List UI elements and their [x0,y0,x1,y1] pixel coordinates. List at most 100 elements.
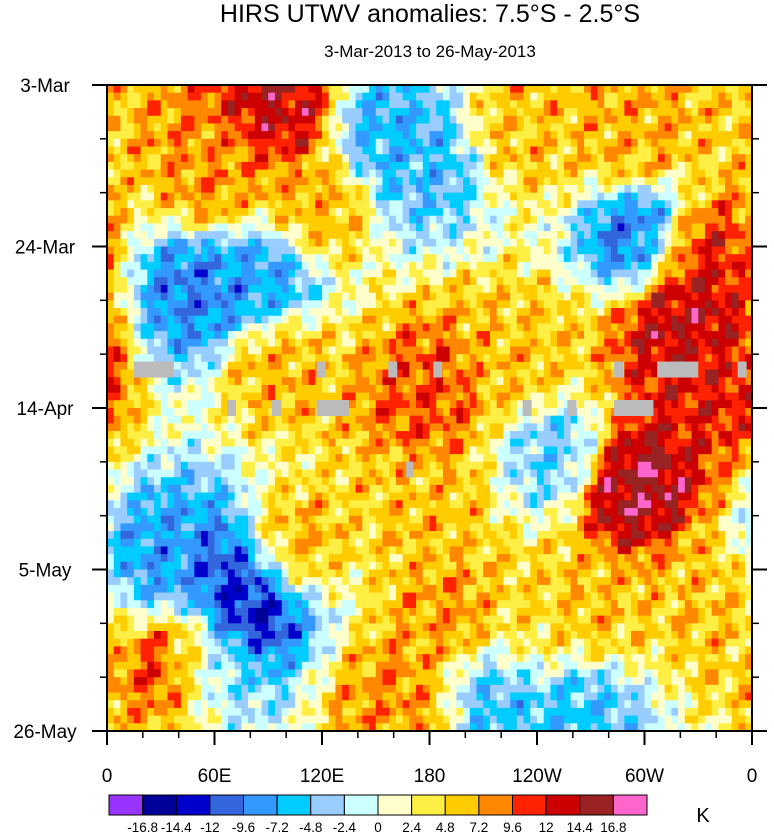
field-cell [449,192,457,201]
field-cell [268,361,276,371]
field-cell [725,161,733,171]
field-cell [523,469,531,478]
field-cell [604,92,612,101]
field-cell [476,215,484,225]
field-cell [711,238,720,248]
field-cell [389,446,397,455]
field-cell [268,231,276,240]
field-cell [133,223,142,232]
field-cell [698,415,706,424]
field-cell [664,446,672,455]
field-cell [476,469,484,478]
field-cell [120,423,128,432]
field-cell [180,254,189,263]
field-cell [651,392,659,401]
field-cell [725,177,733,186]
field-cell [429,85,437,94]
field-cell [214,384,222,394]
field-cell [496,408,505,417]
field-cell [127,200,135,209]
field-cell [637,284,646,294]
field-cell [489,200,498,209]
field-cell [617,423,625,432]
field-cell [718,269,726,278]
field-cell [107,269,115,278]
field-cell [308,208,316,217]
field-cell [147,100,155,109]
field-cell [577,231,585,240]
field-cell [718,85,726,94]
field-cell [322,384,330,394]
field-cell [234,215,242,225]
field-cell [456,308,464,317]
field-cell [315,146,323,155]
field-cell [651,231,659,240]
field-cell [301,100,310,109]
field-cell [530,177,538,186]
field-cell [342,231,350,240]
field-cell [147,192,155,201]
field-cell [671,346,679,355]
field-cell [631,323,639,332]
field-cell [140,446,148,455]
field-cell [288,192,296,201]
field-cell [678,277,686,286]
field-cell [214,215,222,225]
field-cell [698,238,706,248]
field-cell [604,461,612,471]
field-cell [127,154,135,163]
field-cell [167,392,175,401]
field-cell [644,154,652,163]
field-cell [160,115,169,125]
field-cell [194,361,202,371]
field-cell [617,115,625,125]
field-cell [698,423,706,432]
field-cell [120,454,128,463]
field-cell [187,346,195,355]
field-cell [389,415,397,424]
field-cell [335,261,343,271]
field-cell [704,115,713,125]
field-cell [604,338,612,348]
field-cell [355,123,363,132]
field-cell [510,354,518,363]
field-cell [187,361,195,371]
field-cell [389,469,397,478]
field-cell [429,400,437,409]
field-cell [530,315,538,324]
field-cell [254,231,263,240]
field-cell [483,384,491,394]
field-cell [704,408,713,417]
field-cell [577,392,585,401]
field-cell [684,169,693,178]
field-cell [315,115,323,125]
field-cell [342,477,350,486]
field-cell [577,254,585,263]
field-cell [201,238,209,248]
field-cell [335,284,343,294]
field-cell [416,269,424,278]
field-cell [288,215,296,225]
field-cell [711,400,720,409]
field-cell [335,338,343,348]
field-cell [590,477,599,486]
field-cell [120,154,128,163]
field-cell [288,177,296,186]
field-cell [631,438,639,448]
field-cell [154,446,162,455]
field-cell [631,208,639,217]
field-cell [281,115,290,125]
field-cell [516,392,525,401]
field-cell [214,392,222,401]
field-cell [550,315,558,324]
field-cell [469,169,478,178]
field-cell [248,338,256,348]
field-cell [543,308,552,317]
field-cell [180,169,189,178]
field-cell [698,131,706,140]
field-cell [631,169,639,178]
field-cell [463,100,471,109]
field-cell [691,131,699,140]
field-cell [463,454,471,463]
field-cell [422,392,431,401]
